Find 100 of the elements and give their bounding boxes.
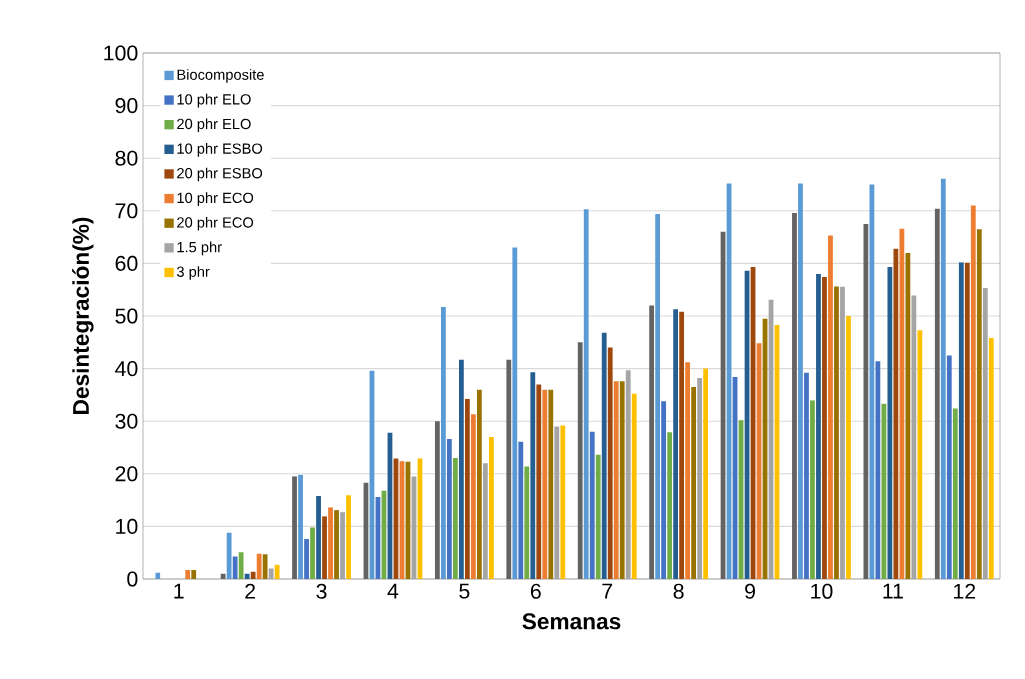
bar [697,378,703,579]
bar [917,330,923,579]
bar [250,571,256,579]
bar [530,372,536,579]
bar [934,208,940,579]
bar [452,458,458,579]
bar [655,213,661,579]
x-tick-label: 10 [811,583,833,599]
x-axis-title: Semanas [522,613,621,630]
legend-label: 20 phr ELO [177,118,251,133]
x-tick-label: 4 [387,583,399,599]
bar [238,552,244,579]
bar [476,389,482,579]
bar [613,381,619,579]
x-tick-label: 5 [459,583,470,599]
bar [625,370,631,579]
bar [792,212,797,579]
legend-label: 3 phr [176,266,210,280]
legend-label: 10 phr ECO [177,192,254,206]
bar [976,229,982,579]
bar [470,414,476,579]
bar [673,309,679,579]
bar [875,361,881,579]
legend-label: 20 phr ESBO [177,167,263,182]
bar [518,441,524,579]
bar [685,362,691,579]
bar [703,368,709,579]
bar [226,532,232,579]
bar [649,305,655,579]
bar [322,516,327,579]
bar [446,439,452,579]
y-tick-label: 50 [115,308,138,324]
bar [244,573,250,579]
bar [554,426,560,579]
bar [482,463,488,579]
bar [440,307,446,579]
bar [268,568,274,579]
y-tick-label: 30 [115,413,138,429]
y-axis-title: Desintegración(%) [72,217,94,414]
bar [298,474,303,579]
bar [274,564,280,579]
y-tick-label: 100 [104,45,138,61]
y-tick-label: 10 [116,518,138,534]
x-tick-label: 7 [602,583,613,599]
bar [577,342,583,579]
bar [828,235,833,579]
bar [982,288,988,579]
x-tick-label: 1 [174,583,184,599]
x-tick-label: 9 [745,583,755,599]
bar [601,332,607,579]
x-tick-label: 11 [883,583,903,599]
bar [583,209,589,579]
bar [661,401,667,579]
bar [619,381,625,579]
y-tick-label: 0 [127,571,138,587]
bar [292,476,297,579]
bar [340,512,345,579]
bar [256,553,262,579]
x-tick-label: 12 [954,583,976,599]
bar [506,359,512,579]
bar [946,355,952,579]
bar [464,399,470,579]
x-tick-label: 6 [530,583,541,599]
legend-label: 20 phr ECO [177,216,254,231]
bar [691,387,697,579]
bar [631,393,637,579]
bar [881,403,887,579]
bar [512,247,518,579]
bar [887,267,893,579]
y-tick-label: 90 [115,98,138,114]
bar [840,286,845,579]
bar [542,389,548,579]
bar [434,421,440,579]
bar [667,432,673,579]
bar [310,527,315,579]
bar [970,205,976,579]
y-tick-label: 80 [115,150,138,166]
bar [911,295,917,579]
x-tick-label: 2 [245,583,255,599]
bar [863,223,869,579]
bar [834,286,839,579]
bar [488,436,494,579]
bar [846,316,851,579]
legend-label: Biocomposite [177,69,264,83]
bar [304,539,309,579]
x-tick-label: 8 [673,583,684,599]
y-tick-label: 20 [115,466,138,482]
bar [220,573,226,579]
bar [607,347,613,579]
bar [560,425,566,579]
bar [798,183,803,579]
bar [232,556,238,579]
bar [316,495,321,579]
y-tick-label: 60 [115,255,138,271]
bar [536,384,542,579]
legend-label: 10 phr ELO [177,93,251,108]
bar [328,507,333,579]
bar [334,510,339,579]
bar [899,228,905,579]
x-tick-label: 3 [316,583,327,599]
